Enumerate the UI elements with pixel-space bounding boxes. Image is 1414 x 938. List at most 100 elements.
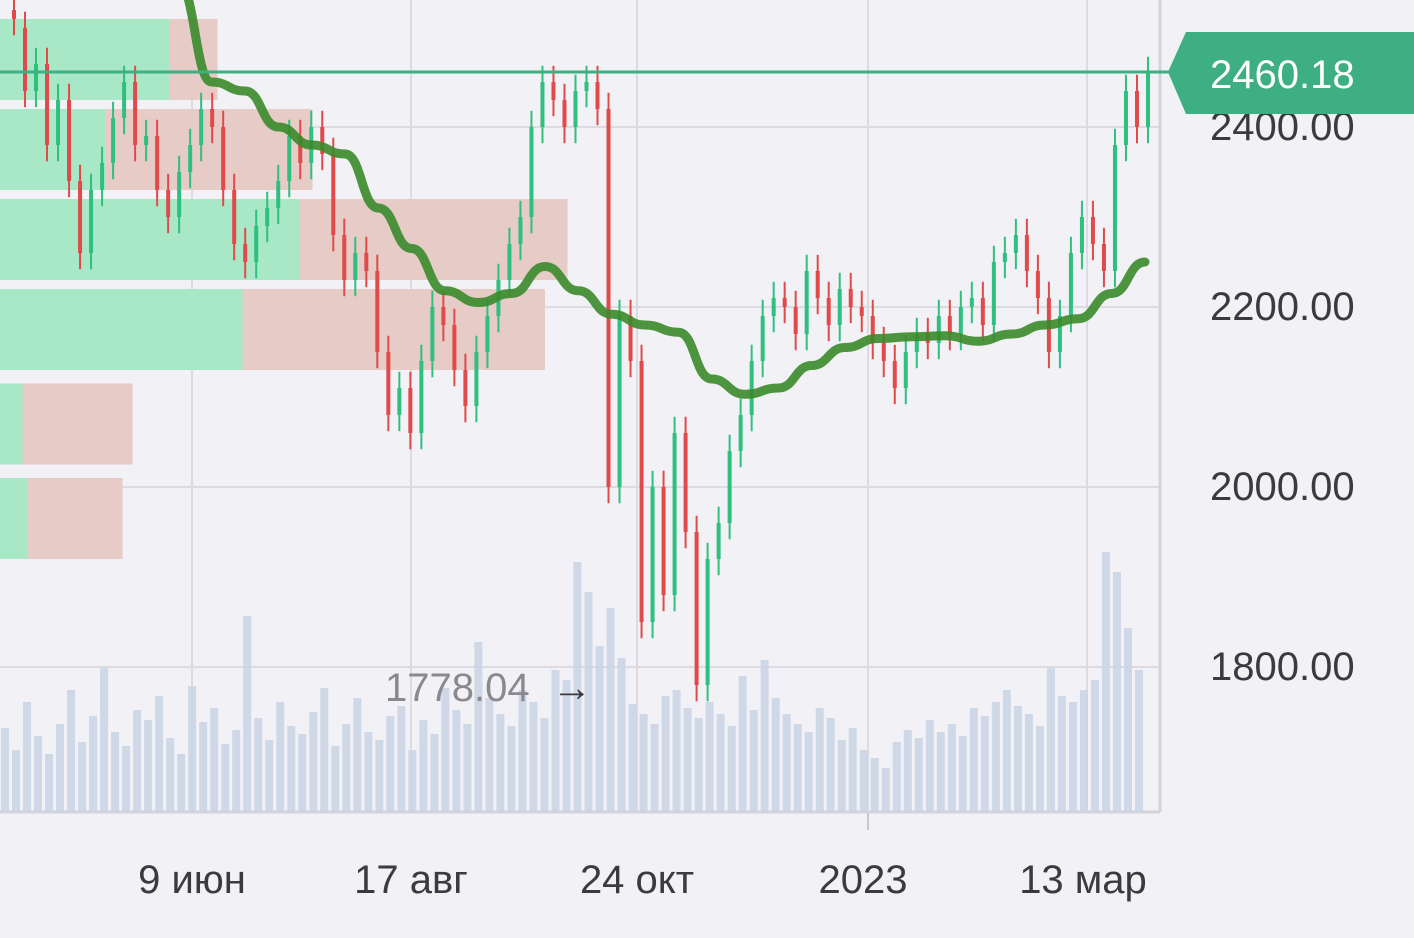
candle-body <box>364 253 369 271</box>
candle-body <box>166 190 171 217</box>
volume-bar <box>584 592 593 812</box>
candle-body <box>122 82 127 118</box>
candle-body <box>914 334 919 352</box>
volume-bar <box>760 660 769 812</box>
volume-bar <box>595 646 604 812</box>
low-annotation-arrow: → <box>552 666 592 710</box>
volume-bar <box>1079 690 1088 812</box>
volume-bar <box>320 688 329 812</box>
candle-body <box>100 163 105 190</box>
candle-body <box>463 370 468 406</box>
volume-bar <box>947 724 956 812</box>
candle-body <box>287 136 292 181</box>
volume-bar <box>1 728 10 812</box>
low-annotation: 1778.04 → <box>385 666 592 710</box>
volume-bar <box>903 730 912 812</box>
candle-body <box>595 82 600 109</box>
candle-body <box>617 316 622 487</box>
volume-bar <box>342 724 351 812</box>
candle-body <box>672 433 677 595</box>
volume-bar <box>936 732 945 812</box>
volume-bar <box>562 680 571 812</box>
volume-bar <box>991 702 1000 812</box>
volume-bar <box>144 720 153 812</box>
candle-body <box>551 82 556 100</box>
candle-body <box>694 532 699 685</box>
volume-bar <box>265 740 274 812</box>
volume-bar <box>1112 572 1121 812</box>
volume-bar <box>375 740 384 812</box>
candle-body <box>133 82 138 145</box>
volume-bar <box>628 704 637 812</box>
candle-body <box>980 298 985 325</box>
volume-bar <box>573 562 582 812</box>
volume-bar <box>1134 670 1143 812</box>
volume-bar <box>1101 552 1110 812</box>
volume-bar <box>463 724 472 812</box>
candle-body <box>1013 235 1018 253</box>
candlesticks <box>12 0 1150 702</box>
candle-body <box>771 298 776 316</box>
volume-bar <box>1057 696 1066 812</box>
volume-bar <box>551 670 560 812</box>
volume-bar <box>67 690 76 812</box>
last-price-badge: 2460.18 <box>1168 32 1414 114</box>
candle-body <box>342 235 347 280</box>
volume-bar <box>650 724 659 812</box>
candle-body <box>1112 145 1117 271</box>
volume-bar <box>540 718 549 812</box>
volume-bar <box>1068 702 1077 812</box>
candle-body <box>34 64 39 91</box>
candle-body <box>969 298 974 307</box>
volume-bar <box>1024 714 1033 812</box>
volume-bar <box>474 642 483 812</box>
volume-bar <box>232 730 241 812</box>
volume-bar <box>353 698 362 812</box>
candle-body <box>199 109 204 145</box>
candle-body <box>177 172 182 217</box>
volume-bar <box>45 754 54 812</box>
candle-body <box>144 136 149 145</box>
candle-body <box>441 307 446 325</box>
volume-bar <box>848 728 857 812</box>
x-tick-label: 13 мар <box>1019 858 1147 902</box>
volume-bar <box>78 742 87 812</box>
candle-body <box>111 118 116 163</box>
candle-body <box>397 388 402 415</box>
candle-body <box>1123 91 1128 145</box>
volume-bar <box>111 732 120 812</box>
candle-body <box>793 307 798 334</box>
candle-body <box>947 316 952 334</box>
volume-bar <box>254 718 263 812</box>
candle-body <box>78 181 83 253</box>
profile-buy-bar <box>0 383 23 465</box>
volume-bar <box>210 708 219 812</box>
x-tick-label: 17 авг <box>354 858 468 902</box>
candle-body <box>848 289 853 307</box>
volume-bar <box>166 738 175 812</box>
volume-bar <box>276 702 285 812</box>
volume-bar <box>23 702 32 812</box>
volume-bar <box>331 746 340 812</box>
volume-bar <box>694 718 703 812</box>
candle-body <box>661 487 666 595</box>
volume-bar <box>892 742 901 812</box>
candle-body <box>650 487 655 622</box>
volume-bar <box>980 716 989 812</box>
volume-bar <box>617 658 626 812</box>
volume-bar <box>441 688 450 812</box>
volume-bar <box>177 754 186 812</box>
candle-body <box>276 181 281 208</box>
candle-body <box>529 127 534 217</box>
candle-body <box>56 100 61 145</box>
volume-bar <box>1123 628 1132 812</box>
candle-body <box>155 136 160 190</box>
candle-body <box>419 361 424 433</box>
volume-bar <box>782 714 791 812</box>
volume-bar <box>298 734 307 812</box>
candle-body <box>573 91 578 127</box>
candle-body <box>408 388 413 433</box>
x-axis: 9 июн 17 авг 24 окт 2023 13 мар <box>138 858 1147 902</box>
volume-bar <box>1090 680 1099 812</box>
